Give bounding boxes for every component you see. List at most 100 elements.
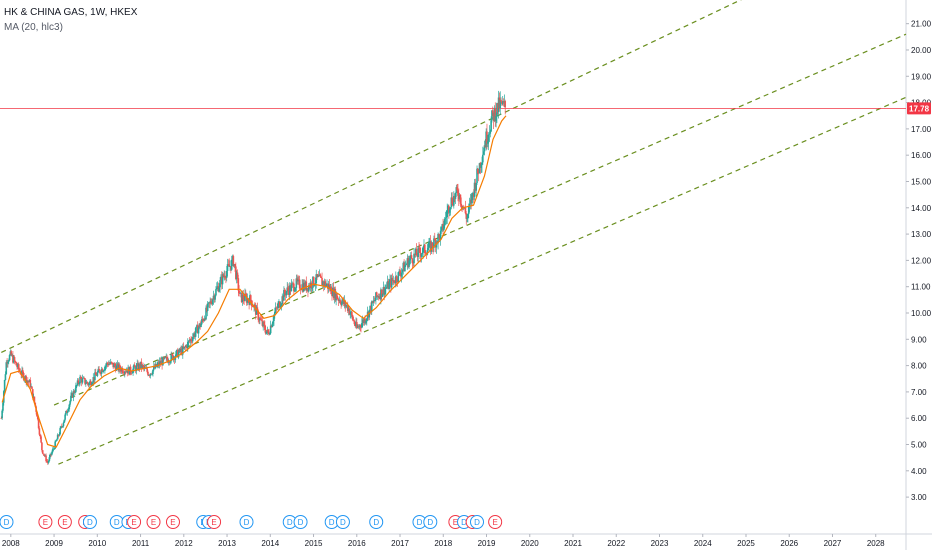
dividend-marker-label: D — [461, 518, 467, 527]
candle-body — [105, 363, 108, 366]
candle-body — [181, 349, 183, 355]
candle-body — [428, 241, 431, 243]
candle-body — [145, 368, 148, 370]
candle-body — [344, 300, 347, 307]
candle-body — [353, 320, 356, 325]
x-tick-label: 2018 — [434, 539, 452, 548]
earnings-marker[interactable] — [146, 515, 161, 529]
candle-body — [293, 283, 295, 292]
dividend-marker[interactable] — [239, 515, 254, 529]
candle-body — [349, 313, 352, 315]
candle-body — [258, 319, 260, 321]
earnings-marker-label: E — [62, 518, 67, 527]
candle-body — [232, 256, 235, 267]
candle-body — [24, 376, 27, 380]
candle-body — [25, 376, 27, 383]
candle-body — [202, 319, 205, 321]
candle-body — [322, 281, 325, 286]
candle-body — [350, 311, 352, 314]
candle-body — [33, 396, 36, 403]
candle-body — [254, 305, 256, 306]
earnings-marker[interactable] — [38, 515, 53, 529]
candle-body — [497, 97, 500, 112]
candle-body — [186, 341, 189, 349]
x-tick-label: 2011 — [132, 539, 150, 548]
candle-body — [420, 254, 423, 257]
candle-body — [429, 241, 432, 252]
candle-body — [40, 436, 42, 443]
x-tick-label: 2017 — [391, 539, 409, 548]
candle-body — [203, 318, 206, 321]
candle-body — [196, 325, 199, 334]
candle-body — [133, 365, 135, 369]
candle-body — [54, 441, 56, 449]
candle-body — [222, 274, 225, 277]
candle-body — [355, 322, 357, 326]
candle-body — [418, 247, 420, 249]
candle-body — [26, 380, 28, 383]
candle-body — [246, 298, 249, 303]
candle-body — [500, 99, 502, 102]
candle-body — [110, 361, 113, 363]
candle-body — [437, 233, 439, 244]
candle-body — [443, 225, 445, 231]
candle-body — [235, 266, 237, 280]
dividend-marker[interactable] — [335, 515, 350, 529]
candle-body — [149, 373, 152, 376]
candle-body — [129, 366, 132, 373]
earnings-marker[interactable] — [127, 515, 142, 529]
candle-body — [114, 366, 117, 371]
earnings-marker[interactable] — [57, 515, 72, 529]
y-tick-label: 19.00 — [911, 72, 932, 81]
earnings-marker[interactable] — [488, 515, 503, 529]
x-tick-label: 2015 — [305, 539, 323, 548]
candle-body — [330, 286, 332, 295]
candle-body — [128, 367, 130, 375]
candle-body — [474, 182, 477, 191]
candle-body — [133, 365, 136, 368]
candle-body — [185, 345, 187, 347]
candle-body — [337, 299, 340, 302]
dividend-marker[interactable] — [470, 515, 485, 529]
candle-body — [311, 287, 313, 289]
earnings-marker[interactable] — [207, 515, 222, 529]
candle-body — [277, 303, 279, 309]
candle-body — [171, 353, 173, 355]
candle-body — [109, 361, 112, 364]
dividend-marker[interactable] — [293, 515, 308, 529]
candle-body — [157, 362, 160, 366]
candle-body — [239, 293, 241, 294]
candle-body — [251, 305, 254, 307]
candle-body — [328, 284, 331, 290]
candle-body — [162, 357, 164, 366]
candle-body — [193, 333, 196, 337]
candle-body — [220, 276, 223, 285]
candle-body — [138, 363, 141, 369]
candle-body — [31, 389, 34, 399]
candle-body — [320, 276, 323, 278]
candle-body — [295, 278, 298, 288]
candle-body — [51, 449, 54, 453]
candle-body — [361, 319, 364, 324]
candle-body — [370, 305, 372, 312]
candle-body — [77, 380, 80, 384]
dividend-marker[interactable] — [423, 515, 438, 529]
candle-body — [471, 193, 473, 204]
candle-body — [56, 434, 59, 440]
candle-body — [288, 290, 290, 295]
dividend-marker[interactable] — [0, 515, 14, 529]
candle-body — [479, 163, 482, 168]
candle-body — [341, 301, 343, 306]
candle-body — [289, 285, 292, 292]
candle-body — [458, 194, 461, 200]
candle-body — [43, 454, 46, 456]
candle-body — [465, 213, 468, 219]
candle-body — [99, 373, 102, 374]
earnings-marker[interactable] — [165, 515, 180, 529]
dividend-marker[interactable] — [82, 515, 97, 529]
y-tick-label: 16.00 — [911, 151, 932, 160]
dividend-marker[interactable] — [369, 515, 384, 529]
candle-body — [124, 371, 127, 373]
